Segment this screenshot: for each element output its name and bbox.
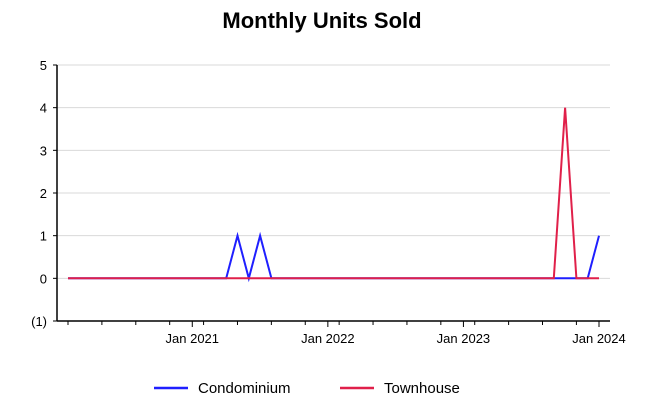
legend: Condominium Townhouse: [154, 380, 460, 397]
series-line-condominium: [68, 231, 600, 283]
y-axis-ticks: (1) 0 1 2 3 4 5: [31, 58, 57, 329]
x-tick-label: Jan 2024: [572, 331, 626, 346]
x-tick-label: Jan 2023: [437, 331, 491, 346]
y-tick-label: 2: [40, 186, 47, 201]
y-tick-label: 1: [40, 229, 47, 244]
chart-title: Monthly Units Sold: [222, 8, 421, 33]
grid-lines: [57, 64, 610, 279]
series-lines: [68, 107, 600, 283]
y-tick-label: (1): [31, 314, 47, 329]
y-tick-label: 4: [40, 101, 47, 116]
y-tick-label: 3: [40, 143, 47, 158]
y-tick-label: 5: [40, 58, 47, 73]
y-tick-label: 0: [40, 271, 47, 286]
x-tick-label: Jan 2021: [166, 331, 220, 346]
x-axis-ticks: Jan 2021 Jan 2022 Jan 2023 Jan 2024: [67, 321, 626, 346]
x-tick-label: Jan 2022: [301, 331, 355, 346]
legend-label-townhouse: Townhouse: [384, 380, 460, 397]
series-line-townhouse: [68, 107, 599, 280]
legend-label-condominium: Condominium: [198, 380, 291, 397]
